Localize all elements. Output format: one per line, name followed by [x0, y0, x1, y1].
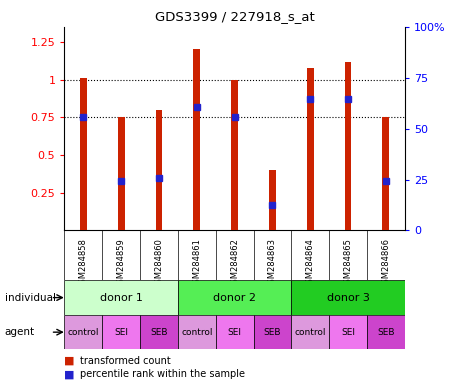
Text: transformed count: transformed count: [80, 356, 171, 366]
Text: ■: ■: [64, 369, 75, 379]
Bar: [155, 110, 162, 230]
Text: GSM284865: GSM284865: [343, 238, 352, 289]
Bar: [178, 280, 291, 315]
Text: GSM284863: GSM284863: [267, 238, 276, 289]
Text: control: control: [294, 328, 325, 337]
Text: GSM284858: GSM284858: [78, 238, 88, 289]
Text: GSM284860: GSM284860: [154, 238, 163, 289]
Text: GSM284862: GSM284862: [230, 238, 239, 289]
Text: GSM284859: GSM284859: [117, 238, 125, 289]
Bar: [140, 315, 178, 349]
Title: GDS3399 / 227918_s_at: GDS3399 / 227918_s_at: [154, 10, 314, 23]
Text: GSM284866: GSM284866: [381, 238, 390, 289]
Bar: [381, 118, 388, 230]
Text: SEI: SEI: [227, 328, 241, 337]
Text: donor 1: donor 1: [100, 293, 142, 303]
Bar: [193, 50, 200, 230]
Text: control: control: [181, 328, 212, 337]
Text: individual: individual: [5, 293, 56, 303]
Bar: [178, 315, 215, 349]
Text: agent: agent: [5, 327, 34, 337]
Bar: [344, 61, 351, 230]
Text: percentile rank within the sample: percentile rank within the sample: [80, 369, 245, 379]
Text: GSM284861: GSM284861: [192, 238, 201, 289]
Bar: [231, 79, 237, 230]
Bar: [215, 315, 253, 349]
Text: control: control: [67, 328, 99, 337]
Text: SEB: SEB: [376, 328, 394, 337]
Bar: [118, 118, 124, 230]
Text: SEB: SEB: [150, 328, 168, 337]
Text: SEI: SEI: [340, 328, 354, 337]
Bar: [80, 78, 87, 230]
Bar: [329, 315, 366, 349]
Text: SEI: SEI: [114, 328, 128, 337]
Bar: [253, 315, 291, 349]
Bar: [366, 315, 404, 349]
Bar: [64, 280, 178, 315]
Bar: [64, 315, 102, 349]
Text: donor 3: donor 3: [326, 293, 369, 303]
Text: ■: ■: [64, 356, 75, 366]
Text: SEB: SEB: [263, 328, 280, 337]
Bar: [291, 315, 329, 349]
Text: donor 2: donor 2: [213, 293, 256, 303]
Text: GSM284864: GSM284864: [305, 238, 314, 289]
Bar: [291, 280, 404, 315]
Bar: [102, 315, 140, 349]
Bar: [306, 68, 313, 230]
Bar: [269, 170, 275, 230]
